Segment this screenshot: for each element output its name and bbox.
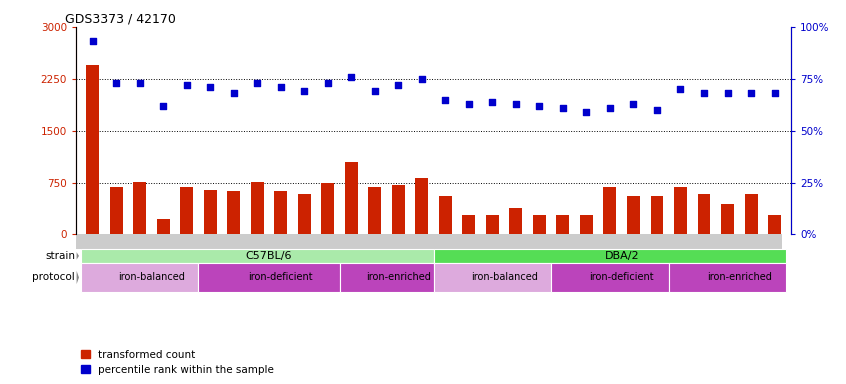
Bar	[433, 249, 786, 263]
Bar	[744, 194, 757, 234]
Text: iron-deficient: iron-deficient	[249, 273, 313, 283]
Point	[368, 88, 382, 94]
Text: iron-deficient: iron-deficient	[590, 273, 654, 283]
Bar	[250, 182, 264, 234]
Bar	[674, 187, 687, 234]
Bar	[651, 195, 663, 234]
Bar	[439, 195, 452, 234]
Point	[556, 105, 569, 111]
Bar	[274, 192, 287, 234]
Bar	[463, 215, 475, 234]
Point	[392, 82, 405, 88]
Point	[509, 101, 523, 107]
Point	[415, 76, 429, 82]
Point	[627, 101, 640, 107]
Point	[109, 80, 123, 86]
Text: DBA/2: DBA/2	[604, 251, 639, 261]
Point	[462, 101, 475, 107]
Point	[651, 107, 664, 113]
Bar	[509, 208, 522, 234]
Bar	[580, 215, 593, 234]
Bar	[415, 178, 428, 234]
Point	[250, 80, 264, 86]
Bar	[180, 187, 193, 234]
Point	[85, 38, 99, 45]
Bar	[627, 195, 640, 234]
Bar	[551, 263, 668, 292]
Bar	[698, 194, 711, 234]
Bar	[345, 162, 358, 234]
Point	[344, 74, 358, 80]
Point	[603, 105, 617, 111]
Point	[157, 103, 170, 109]
Point	[133, 80, 146, 86]
Bar	[339, 263, 433, 292]
Bar	[133, 182, 146, 234]
Point	[438, 96, 452, 103]
Bar	[157, 219, 169, 234]
Point	[321, 80, 334, 86]
Bar	[668, 263, 786, 292]
Bar	[486, 215, 499, 234]
Bar	[368, 187, 382, 234]
Bar	[603, 187, 617, 234]
Point	[227, 90, 240, 96]
Legend: transformed count, percentile rank within the sample: transformed count, percentile rank withi…	[81, 350, 274, 375]
Polygon shape	[77, 271, 79, 284]
Point	[744, 90, 758, 96]
Point	[203, 84, 217, 90]
Bar	[721, 204, 734, 234]
Point	[298, 88, 311, 94]
Bar	[433, 263, 551, 292]
Bar	[298, 194, 310, 234]
Bar	[768, 215, 781, 234]
Point	[580, 109, 593, 115]
Bar	[204, 190, 217, 234]
Bar	[199, 263, 339, 292]
Point	[697, 90, 711, 96]
Text: iron-balanced: iron-balanced	[118, 273, 184, 283]
Point	[673, 86, 687, 92]
Bar	[533, 215, 546, 234]
Polygon shape	[77, 252, 79, 260]
Point	[721, 90, 734, 96]
Bar	[557, 215, 569, 234]
Bar	[321, 182, 334, 234]
Point	[180, 82, 194, 88]
Text: iron-balanced: iron-balanced	[470, 273, 537, 283]
Text: iron-enriched: iron-enriched	[365, 273, 431, 283]
Point	[274, 84, 288, 90]
Bar	[228, 192, 240, 234]
Bar	[392, 185, 404, 234]
Point	[486, 99, 499, 105]
Bar	[81, 263, 199, 292]
Bar	[110, 187, 123, 234]
Bar	[86, 65, 99, 234]
Text: C57BL/6: C57BL/6	[245, 251, 292, 261]
Point	[768, 90, 782, 96]
Text: strain: strain	[45, 251, 75, 261]
Text: iron-enriched: iron-enriched	[707, 273, 772, 283]
Text: protocol: protocol	[32, 273, 75, 283]
Bar	[81, 249, 433, 263]
Point	[533, 103, 547, 109]
Text: GDS3373 / 42170: GDS3373 / 42170	[65, 13, 176, 26]
Bar	[76, 234, 782, 249]
